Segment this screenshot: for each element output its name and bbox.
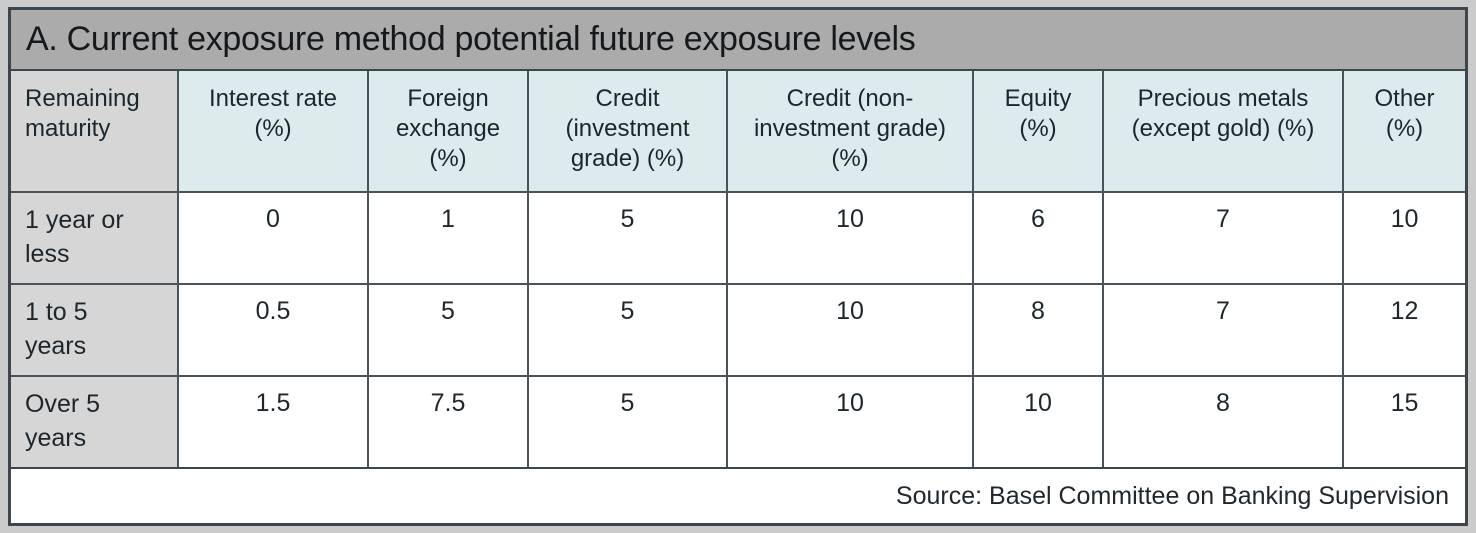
table-cell: 6 — [974, 193, 1102, 283]
column-header-other: Other (%) — [1344, 71, 1465, 191]
row-label: 1 year or less — [11, 193, 177, 283]
table-cell: 10 — [728, 193, 972, 283]
table-cell: 5 — [369, 285, 527, 375]
column-header-credit-investment-grade: Credit (investment grade) (%) — [529, 71, 726, 191]
column-header-interest-rate: Interest rate (%) — [179, 71, 367, 191]
column-header-equity: Equity (%) — [974, 71, 1102, 191]
source-note: Source: Basel Committee on Banking Super… — [11, 467, 1465, 523]
column-header-credit-non-investment-grade: Credit (non-investment grade) (%) — [728, 71, 972, 191]
table-cell: 15 — [1344, 377, 1465, 467]
table-cell: 7 — [1104, 193, 1342, 283]
table-cell: 5 — [529, 285, 726, 375]
table-cell: 10 — [974, 377, 1102, 467]
table-cell: 1 — [369, 193, 527, 283]
table-cell: 1.5 — [179, 377, 367, 467]
table-cell: 0 — [179, 193, 367, 283]
exposure-table: Remaining maturity Interest rate (%) For… — [11, 71, 1465, 467]
row-label: Over 5 years — [11, 377, 177, 467]
table-cell: 5 — [529, 193, 726, 283]
table-cell: 10 — [728, 377, 972, 467]
table-title: A. Current exposure method potential fut… — [11, 10, 1465, 71]
table-cell: 8 — [974, 285, 1102, 375]
table-cell: 0.5 — [179, 285, 367, 375]
row-label: 1 to 5 years — [11, 285, 177, 375]
column-header-precious-metals: Precious metals (except gold) (%) — [1104, 71, 1342, 191]
table-cell: 7.5 — [369, 377, 527, 467]
column-header-remaining-maturity: Remaining maturity — [11, 71, 177, 191]
table-cell: 8 — [1104, 377, 1342, 467]
table-cell: 12 — [1344, 285, 1465, 375]
table-cell: 10 — [1344, 193, 1465, 283]
exposure-table-panel: A. Current exposure method potential fut… — [8, 7, 1468, 526]
column-header-foreign-exchange: Foreign exchange (%) — [369, 71, 527, 191]
table-cell: 5 — [529, 377, 726, 467]
table-cell: 7 — [1104, 285, 1342, 375]
table-cell: 10 — [728, 285, 972, 375]
